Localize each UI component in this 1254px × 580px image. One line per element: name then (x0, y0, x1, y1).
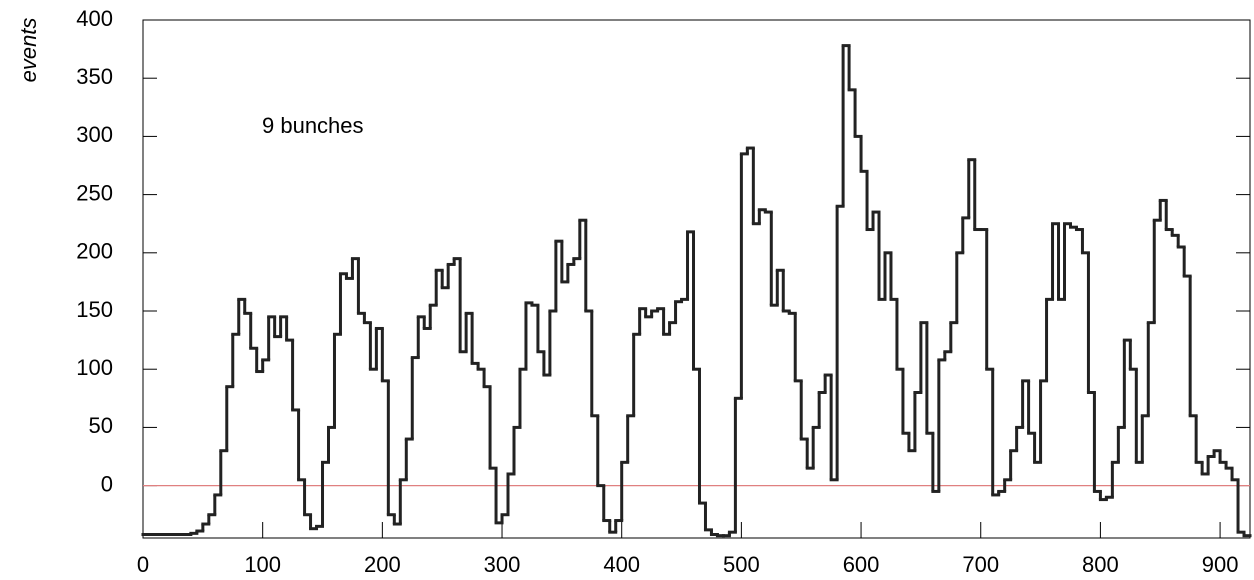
y-tick-label: 400 (76, 6, 113, 31)
x-tick-label: 100 (244, 552, 281, 577)
y-axis-label: events (16, 18, 41, 83)
annotation: 9 bunches (262, 113, 364, 138)
x-tick-label: 600 (843, 552, 880, 577)
x-tick-label: 900 (1202, 552, 1239, 577)
y-tick-label: 150 (76, 297, 113, 322)
y-tick-label: 50 (89, 413, 113, 438)
x-tick-label: 400 (603, 552, 640, 577)
y-tick-label: 200 (76, 239, 113, 264)
x-tick-label: 200 (364, 552, 401, 577)
y-tick-label: 0 (101, 471, 113, 496)
x-tick-label: 700 (962, 552, 999, 577)
y-tick-label: 350 (76, 64, 113, 89)
x-tick-label: 300 (484, 552, 521, 577)
plot-frame (142, 19, 1251, 539)
y-tick-label: 250 (76, 180, 113, 205)
y-tick-label: 300 (76, 122, 113, 147)
x-tick-label: 500 (723, 552, 760, 577)
y-tick-label: 100 (76, 355, 113, 380)
x-tick-label: 800 (1082, 552, 1119, 577)
x-tick-label: 0 (137, 552, 149, 577)
